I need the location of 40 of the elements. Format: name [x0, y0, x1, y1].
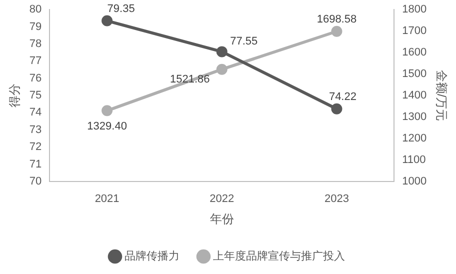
y-tick-label: 70: [29, 175, 42, 188]
x-tick-label: 2023: [324, 193, 349, 206]
y-tick-label: 71: [29, 158, 42, 170]
data-label: 1521.86: [170, 73, 210, 86]
x-axis-title: 年份: [210, 212, 234, 226]
y2-tick-label: 1100: [402, 154, 426, 166]
y2-tick-label: 1600: [402, 46, 427, 59]
y-tick-label: 77: [29, 55, 42, 68]
y-tick-label: 75: [29, 90, 42, 102]
data-label: 79.35: [107, 2, 135, 15]
point: [102, 105, 113, 116]
data-label: 1329.40: [87, 120, 127, 133]
y-tick-label: 72: [29, 141, 42, 154]
legend-label: 品牌传播力: [124, 250, 180, 263]
data-label: 74.22: [328, 90, 356, 103]
x-tick-label: 2022: [210, 193, 234, 206]
y2-tick-label: 1800: [402, 4, 427, 16]
point: [216, 64, 228, 75]
y-tick-label: 79: [29, 20, 42, 33]
point: [331, 26, 342, 37]
y2-tick-label: 1500: [402, 68, 427, 80]
x-tick-label: 2021: [94, 193, 120, 206]
y2-tick-label: 1200: [402, 132, 427, 144]
y-tick-label: 76: [29, 72, 42, 84]
y-tick-label: 78: [29, 38, 42, 50]
y2-axis-title: 金额/万元: [434, 70, 448, 122]
point: [216, 46, 228, 58]
y2-tick-label: 1000: [402, 175, 427, 188]
y-tick-label: 80: [29, 4, 42, 16]
y-tick-label: 73: [29, 124, 42, 136]
y2-tick-label: 1300: [402, 111, 427, 124]
y2-tick-label: 1400: [402, 90, 427, 102]
point: [102, 15, 113, 26]
y2-tick-label: 1700: [402, 25, 427, 38]
y-tick-label: 74: [29, 106, 42, 119]
legend-label: 上年度品牌宣传与推广投入: [213, 250, 345, 263]
data-label: 77.55: [230, 36, 258, 48]
y-axis-title: 得分: [8, 84, 22, 108]
point: [331, 103, 342, 114]
data-label: 1698.58: [316, 13, 357, 26]
